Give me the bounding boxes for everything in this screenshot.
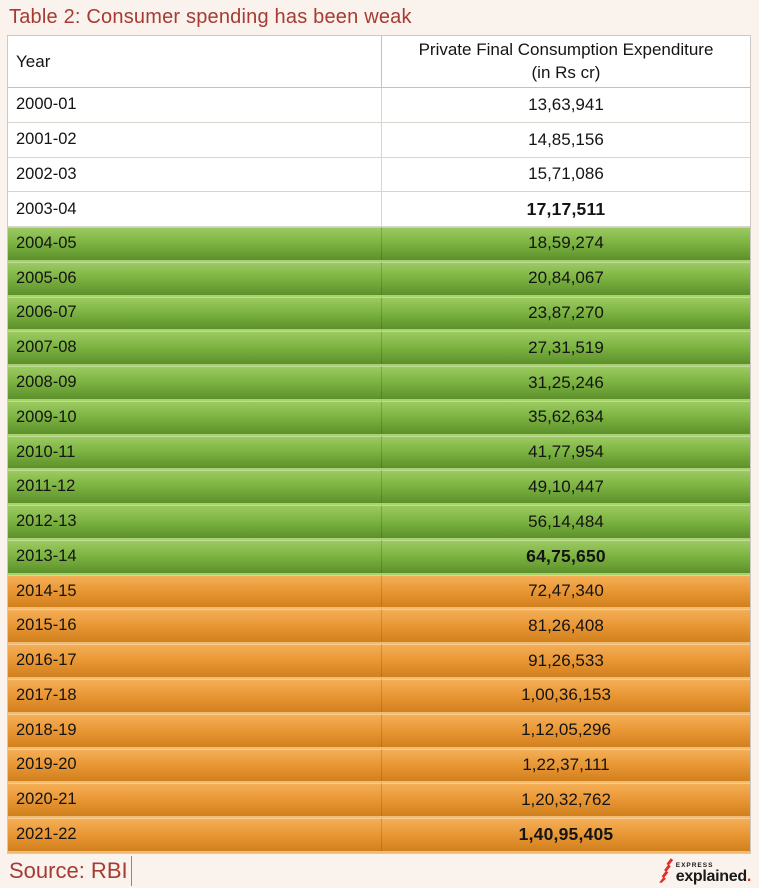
year-cell: 2005-06 (16, 268, 77, 287)
value-cell: 31,25,246 (381, 366, 750, 399)
table-row: 2006-07 23,87,270 (8, 296, 750, 332)
year-cell: 2021-22 (16, 824, 77, 843)
table-row: 2017-18 1,00,36,153 (8, 679, 750, 714)
value-cell: 56,14,484 (381, 505, 750, 538)
year-cell: 2019-20 (16, 755, 77, 774)
page-title: Table 2: Consumer spending has been weak (9, 6, 412, 28)
value-cell: 1,40,95,405 (381, 818, 750, 851)
express-diamond-icon (658, 858, 673, 883)
table-row: 2015-16 81,26,408 (8, 609, 750, 645)
consumption-table: Year Private Final Consumption Expenditu… (7, 35, 751, 854)
value-cell: 81,26,408 (381, 609, 750, 643)
value-cell: 1,00,36,153 (381, 679, 750, 712)
table-row: 2008-09 31,25,246 (8, 366, 750, 401)
value-cell: 20,84,067 (381, 261, 750, 295)
value-cell: 41,77,954 (381, 435, 750, 469)
year-cell: 2013-14 (16, 546, 77, 565)
table-row: 2018-19 1,12,05,296 (8, 713, 750, 749)
table-header-row: Year Private Final Consumption Expenditu… (8, 36, 750, 88)
table-row: 2012-13 56,14,484 (8, 505, 750, 540)
value-cell: 49,10,447 (381, 470, 750, 504)
value-cell: 15,71,086 (381, 157, 750, 192)
source-note: Source: RBI (9, 856, 133, 886)
table-row: 2001-02 14,85,156 (8, 122, 750, 158)
logo-express-label: EXPRESS (675, 861, 714, 869)
table-row: 2005-06 20,84,067 (8, 261, 750, 297)
source-label: Source: RBI (9, 858, 128, 883)
year-cell: 2001-02 (16, 130, 77, 149)
value-cell: 72,47,340 (381, 574, 750, 608)
column-header-year: Year (16, 51, 51, 71)
table-row: 2003-04 17,17,511 (8, 192, 750, 228)
table-row: 2004-05 18,59,274 (8, 227, 750, 262)
year-cell: 2006-07 (16, 303, 77, 322)
column-header-expenditure-line1: Private Final Consumption Expenditure (418, 39, 714, 59)
logo-text: EXPRESS explained. (675, 861, 752, 886)
year-cell: 2011-12 (16, 477, 76, 496)
value-cell: 13,63,941 (381, 88, 750, 122)
express-explained-logo: EXPRESS explained. (657, 857, 751, 885)
logo-explained-label: explained. (675, 868, 752, 885)
table-row: 2009-10 35,62,634 (8, 400, 750, 436)
year-cell: 2016-17 (16, 651, 77, 670)
column-header-expenditure: Private Final Consumption Expenditure (i… (381, 36, 750, 87)
value-cell: 1,20,32,762 (381, 783, 750, 817)
value-cell: 64,75,650 (381, 539, 750, 573)
value-cell: 27,31,519 (381, 331, 750, 365)
year-cell: 2008-09 (16, 373, 77, 391)
table-row: 2020-21 1,20,32,762 (8, 783, 750, 819)
value-cell: 18,59,274 (381, 227, 750, 260)
table-row: 2016-17 91,26,533 (8, 644, 750, 680)
year-cell: 2007-08 (16, 338, 77, 357)
text-cursor (130, 856, 133, 886)
year-cell: 2004-05 (16, 233, 77, 252)
table-row: 2013-14 64,75,650 (8, 539, 750, 575)
year-cell: 2000-01 (16, 95, 77, 114)
table-row: 2021-22 1,40,95,405 (8, 818, 750, 853)
footer: Source: RBI EXPRESS explained. (0, 854, 759, 888)
year-cell: 2010-11 (16, 442, 76, 461)
value-cell: 35,62,634 (381, 400, 750, 434)
table-row: 2019-20 1,22,37,111 (8, 748, 750, 784)
value-cell: 91,26,533 (381, 644, 750, 678)
table-row: 2014-15 72,47,340 (8, 574, 750, 610)
year-cell: 2009-10 (16, 407, 77, 426)
year-cell: 2014-15 (16, 581, 77, 600)
table-row: 2011-12 49,10,447 (8, 470, 750, 506)
logo-red-dot: . (746, 868, 751, 885)
year-cell: 2018-19 (16, 720, 77, 739)
year-cell: 2012-13 (16, 512, 77, 531)
table-row: 2000-01 13,63,941 (8, 88, 750, 123)
value-cell: 1,22,37,111 (381, 748, 750, 782)
year-cell: 2020-21 (16, 790, 77, 809)
value-cell: 14,85,156 (381, 122, 750, 157)
year-cell: 2003-04 (16, 199, 77, 218)
column-header-expenditure-line2: (in Rs cr) (531, 62, 601, 82)
table-row: 2007-08 27,31,519 (8, 331, 750, 367)
table-row: 2002-03 15,71,086 (8, 157, 750, 193)
year-cell: 2002-03 (16, 164, 77, 183)
value-cell: 1,12,05,296 (381, 713, 750, 747)
value-cell: 17,17,511 (381, 192, 750, 227)
value-cell: 23,87,270 (381, 296, 750, 330)
year-cell: 2017-18 (16, 685, 77, 704)
year-cell: 2015-16 (16, 616, 77, 635)
table-row: 2010-11 41,77,954 (8, 435, 750, 471)
